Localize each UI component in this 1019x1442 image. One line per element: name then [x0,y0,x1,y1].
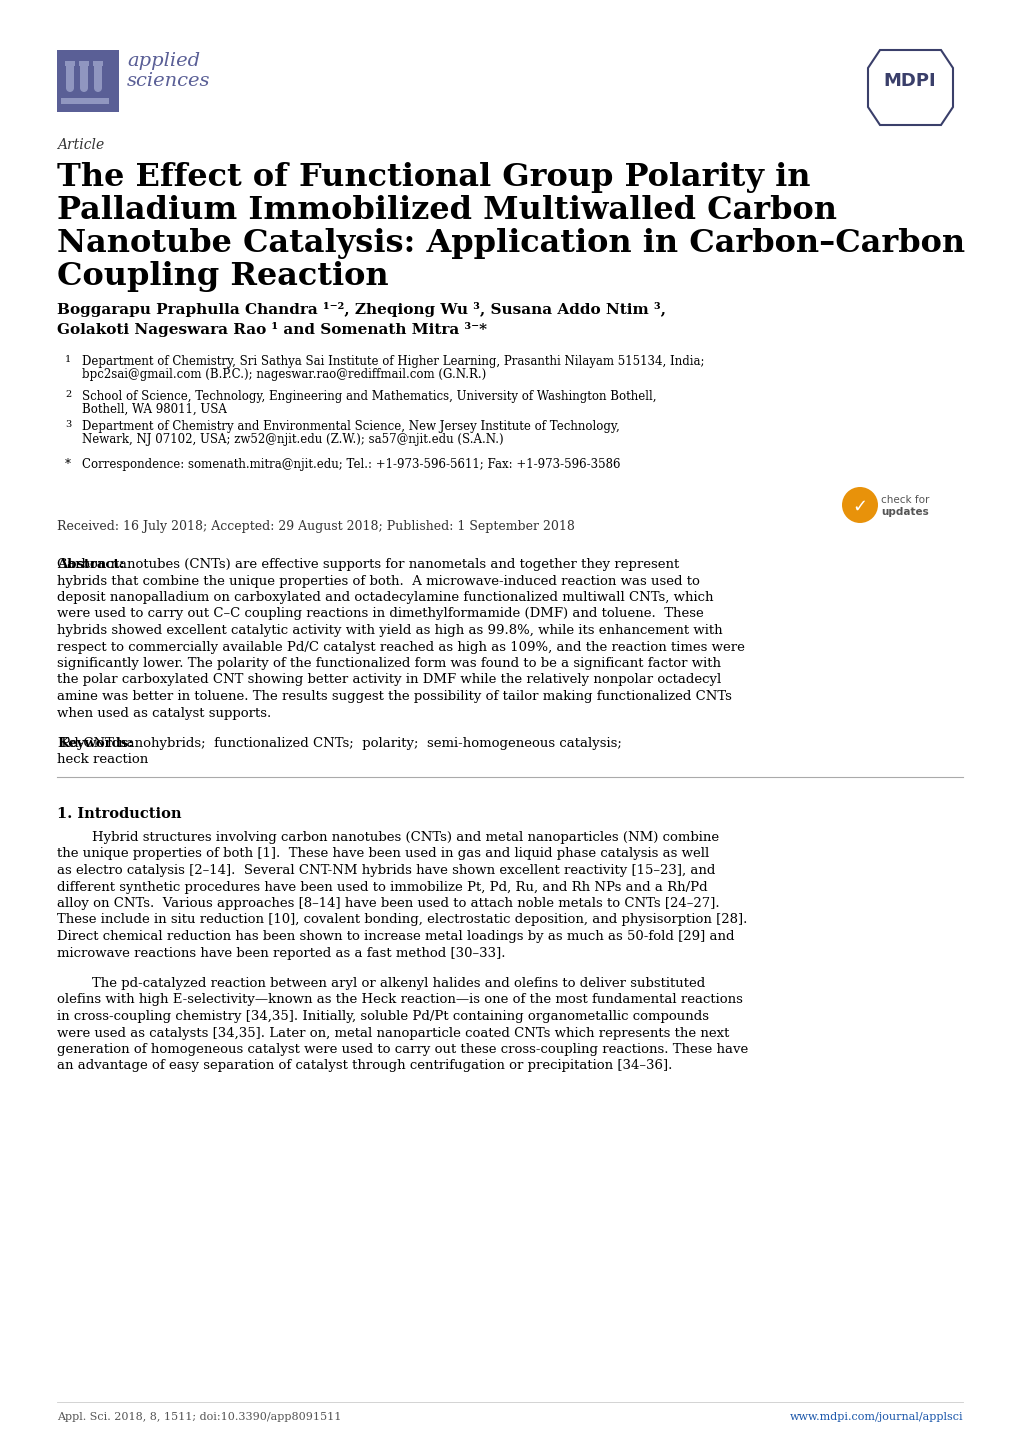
Text: Coupling Reaction: Coupling Reaction [57,261,388,291]
Text: Direct chemical reduction has been shown to increase metal loadings by as much a: Direct chemical reduction has been shown… [57,930,734,943]
Text: generation of homogeneous catalyst were used to carry out these cross-coupling r: generation of homogeneous catalyst were … [57,1043,748,1056]
Text: Department of Chemistry, Sri Sathya Sai Institute of Higher Learning, Prasanthi : Department of Chemistry, Sri Sathya Sai … [82,355,704,368]
Bar [94,63,102,88]
Text: Correspondence: somenath.mitra@njit.edu; Tel.: +1-973-596-5611; Fax: +1-973-596-: Correspondence: somenath.mitra@njit.edu;… [82,459,620,472]
Text: Golakoti Nageswara Rao ¹ and Somenath Mitra ³⁻*: Golakoti Nageswara Rao ¹ and Somenath Mi… [57,322,486,337]
Text: ✓: ✓ [852,497,867,516]
Bar [93,61,103,66]
Text: Hybrid structures involving carbon nanotubes (CNTs) and metal nanoparticles (NM): Hybrid structures involving carbon nanot… [92,831,718,844]
Text: the polar carboxylated CNT showing better activity in DMF while the relatively n: the polar carboxylated CNT showing bette… [57,673,720,686]
Bar [61,98,109,104]
Text: were used as catalysts [34,35]. Later on, metal nanoparticle coated CNTs which r: were used as catalysts [34,35]. Later on… [57,1027,729,1040]
Text: Boggarapu Praphulla Chandra ¹⁻², Zheqiong Wu ³, Susana Addo Ntim ³,: Boggarapu Praphulla Chandra ¹⁻², Zheqion… [57,301,665,317]
Text: sciences: sciences [127,72,210,89]
Text: 1: 1 [65,355,71,363]
Text: Nanotube Catalysis: Application in Carbon–Carbon: Nanotube Catalysis: Application in Carbo… [57,228,964,260]
Circle shape [94,84,102,92]
Bar [78,61,89,66]
Text: Newark, NJ 07102, USA; zw52@njit.edu (Z.W.); sa57@njit.edu (S.A.N.): Newark, NJ 07102, USA; zw52@njit.edu (Z.… [82,433,503,446]
Text: bpc2sai@gmail.com (B.P.C.); nageswar.rao@rediffmail.com (G.N.R.): bpc2sai@gmail.com (B.P.C.); nageswar.rao… [82,368,486,381]
Text: Carbon nanotubes (CNTs) are effective supports for nanometals and together they : Carbon nanotubes (CNTs) are effective su… [57,558,679,571]
Text: applied: applied [127,52,200,71]
Text: as electro catalysis [2–14].  Several CNT-NM hybrids have shown excellent reacti: as electro catalysis [2–14]. Several CNT… [57,864,714,877]
Text: MDPI: MDPI [882,72,935,89]
Text: an advantage of easy separation of catalyst through centrifugation or precipitat: an advantage of easy separation of catal… [57,1060,672,1073]
Text: updates: updates [880,508,928,518]
Text: respect to commercially available Pd/C catalyst reached as high as 109%, and the: respect to commercially available Pd/C c… [57,640,744,653]
Text: Article: Article [57,138,104,151]
Text: deposit nanopalladium on carboxylated and octadecylamine functionalized multiwal: deposit nanopalladium on carboxylated an… [57,591,713,604]
Circle shape [841,487,877,523]
Text: alloy on CNTs.  Various approaches [8–14] have been used to attach noble metals : alloy on CNTs. Various approaches [8–14]… [57,897,719,910]
Circle shape [66,84,74,92]
Text: Pd-CNT nanohybrids;  functionalized CNTs;  polarity;  semi-homogeneous catalysis: Pd-CNT nanohybrids; functionalized CNTs;… [57,737,622,750]
Text: hybrids showed excellent catalytic activity with yield as high as 99.8%, while i: hybrids showed excellent catalytic activ… [57,624,721,637]
Text: hybrids that combine the unique properties of both.  A microwave-induced reactio: hybrids that combine the unique properti… [57,574,699,587]
Bar [57,50,119,112]
Text: *: * [65,459,71,472]
Text: amine was better in toluene. The results suggest the possibility of tailor makin: amine was better in toluene. The results… [57,691,732,704]
Text: Keywords:: Keywords: [57,737,133,750]
Text: 1. Introduction: 1. Introduction [57,808,181,820]
Text: were used to carry out C–C coupling reactions in dimethylformamide (DMF) and tol: were used to carry out C–C coupling reac… [57,607,703,620]
Text: These include in situ reduction [10], covalent bonding, electrostatic deposition: These include in situ reduction [10], co… [57,913,747,927]
Text: in cross-coupling chemistry [34,35]. Initially, soluble Pd/Pt containing organom: in cross-coupling chemistry [34,35]. Ini… [57,1009,708,1022]
Text: Department of Chemistry and Environmental Science, New Jersey Institute of Techn: Department of Chemistry and Environmenta… [82,420,620,433]
Text: Received: 16 July 2018; Accepted: 29 August 2018; Published: 1 September 2018: Received: 16 July 2018; Accepted: 29 Aug… [57,521,575,534]
Text: 2: 2 [65,389,71,399]
Text: the unique properties of both [1].  These have been used in gas and liquid phase: the unique properties of both [1]. These… [57,848,708,861]
Text: School of Science, Technology, Engineering and Mathematics, University of Washin: School of Science, Technology, Engineeri… [82,389,656,402]
Bar [65,61,75,66]
Bar [66,63,74,88]
Bar [79,63,88,88]
Text: different synthetic procedures have been used to immobilize Pt, Pd, Ru, and Rh N: different synthetic procedures have been… [57,881,707,894]
Text: The Effect of Functional Group Polarity in: The Effect of Functional Group Polarity … [57,162,810,193]
Text: www.mdpi.com/journal/applsci: www.mdpi.com/journal/applsci [789,1412,962,1422]
Text: when used as catalyst supports.: when used as catalyst supports. [57,707,271,720]
Text: check for: check for [880,495,928,505]
Text: olefins with high E-selectivity—known as the Heck reaction—is one of the most fu: olefins with high E-selectivity—known as… [57,994,742,1007]
Text: Palladium Immobilized Multiwalled Carbon: Palladium Immobilized Multiwalled Carbon [57,195,837,226]
Text: Appl. Sci. 2018, 8, 1511; doi:10.3390/app8091511: Appl. Sci. 2018, 8, 1511; doi:10.3390/ap… [57,1412,341,1422]
Text: Abstract:: Abstract: [57,558,124,571]
Text: Bothell, WA 98011, USA: Bothell, WA 98011, USA [82,402,226,415]
Text: microwave reactions have been reported as a fast method [30–33].: microwave reactions have been reported a… [57,946,505,959]
Circle shape [79,84,88,92]
Text: 3: 3 [65,420,71,430]
Text: heck reaction: heck reaction [57,753,148,766]
Text: The pd-catalyzed reaction between aryl or alkenyl halides and olefins to deliver: The pd-catalyzed reaction between aryl o… [92,978,704,991]
Text: significantly lower. The polarity of the functionalized form was found to be a s: significantly lower. The polarity of the… [57,658,720,671]
